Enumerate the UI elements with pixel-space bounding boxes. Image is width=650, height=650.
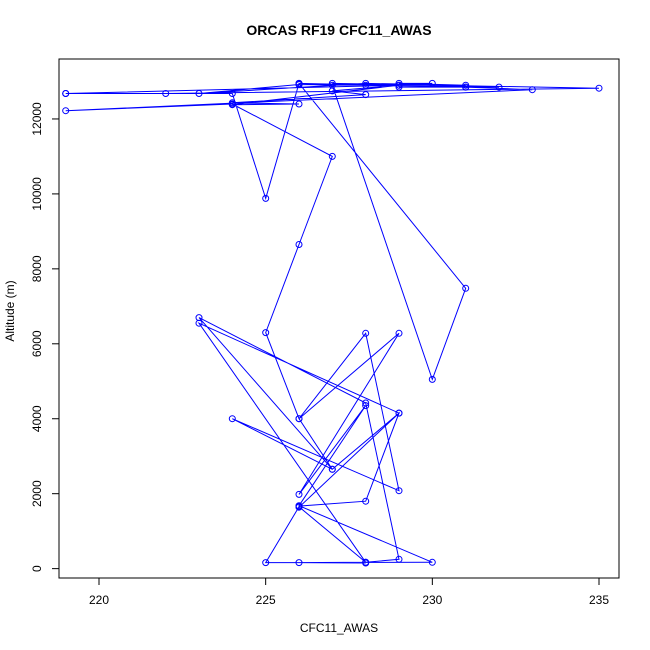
data-point bbox=[295, 100, 303, 108]
data-point bbox=[462, 284, 470, 292]
x-tick-label: 230 bbox=[422, 593, 442, 607]
data-point bbox=[462, 81, 470, 89]
data-point bbox=[195, 319, 203, 327]
data-point bbox=[362, 329, 370, 337]
data-point bbox=[362, 91, 370, 99]
series-line bbox=[65, 82, 600, 564]
data-point bbox=[395, 329, 403, 337]
data-point bbox=[262, 194, 270, 202]
data-point bbox=[428, 558, 436, 566]
data-point bbox=[362, 79, 370, 87]
data-point bbox=[295, 241, 303, 248]
chart-title: ORCAS RF19 CFC11_AWAS bbox=[246, 22, 431, 38]
data-point bbox=[528, 86, 536, 94]
data-point bbox=[228, 415, 236, 423]
data-point bbox=[295, 559, 303, 567]
data-point bbox=[462, 83, 470, 91]
data-point bbox=[495, 83, 503, 91]
data-point bbox=[428, 79, 436, 87]
y-tick-label: 4000 bbox=[30, 405, 44, 432]
y-tick-label: 0 bbox=[30, 565, 44, 572]
data-point bbox=[295, 415, 303, 423]
x-axis: 220 225 230 235 bbox=[89, 577, 609, 607]
data-point bbox=[395, 487, 403, 495]
data-point bbox=[295, 502, 303, 510]
y-axis-label: Altitude (m) bbox=[3, 280, 17, 341]
data-point bbox=[295, 79, 303, 87]
data-point bbox=[62, 90, 70, 97]
data-point bbox=[262, 559, 270, 567]
data-point bbox=[362, 558, 370, 566]
x-tick-label: 225 bbox=[256, 593, 276, 607]
y-tick-label: 2000 bbox=[30, 480, 44, 507]
data-point bbox=[328, 81, 336, 89]
y-tick-label: 10000 bbox=[30, 177, 44, 211]
x-axis-label: CFC11_AWAS bbox=[300, 621, 378, 635]
data-point bbox=[428, 375, 436, 383]
data-point bbox=[395, 555, 403, 563]
x-tick-label: 235 bbox=[589, 593, 609, 607]
x-tick-label: 220 bbox=[89, 593, 109, 607]
data-point bbox=[362, 399, 370, 407]
data-point bbox=[328, 152, 336, 160]
data-point bbox=[195, 90, 203, 97]
data-point bbox=[295, 490, 303, 498]
data-point bbox=[395, 83, 403, 91]
y-tick-label: 8000 bbox=[30, 255, 44, 282]
data-point bbox=[395, 409, 403, 417]
data-point bbox=[362, 497, 370, 505]
y-tick-label: 6000 bbox=[30, 330, 44, 357]
data-point bbox=[228, 90, 236, 97]
series-group bbox=[62, 79, 603, 567]
data-point bbox=[228, 99, 236, 107]
data-point bbox=[362, 402, 370, 410]
data-point bbox=[262, 329, 270, 337]
data-point bbox=[395, 79, 403, 87]
y-tick-label: 12000 bbox=[30, 102, 44, 136]
data-point bbox=[62, 107, 70, 115]
data-point bbox=[328, 465, 336, 473]
y-axis: 0 2000 4000 6000 8000 10000 12000 bbox=[30, 102, 60, 572]
data-point bbox=[595, 84, 603, 92]
data-point bbox=[162, 90, 170, 97]
data-point bbox=[228, 101, 236, 109]
